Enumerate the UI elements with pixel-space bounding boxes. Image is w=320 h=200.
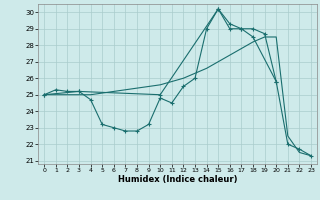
X-axis label: Humidex (Indice chaleur): Humidex (Indice chaleur): [118, 175, 237, 184]
